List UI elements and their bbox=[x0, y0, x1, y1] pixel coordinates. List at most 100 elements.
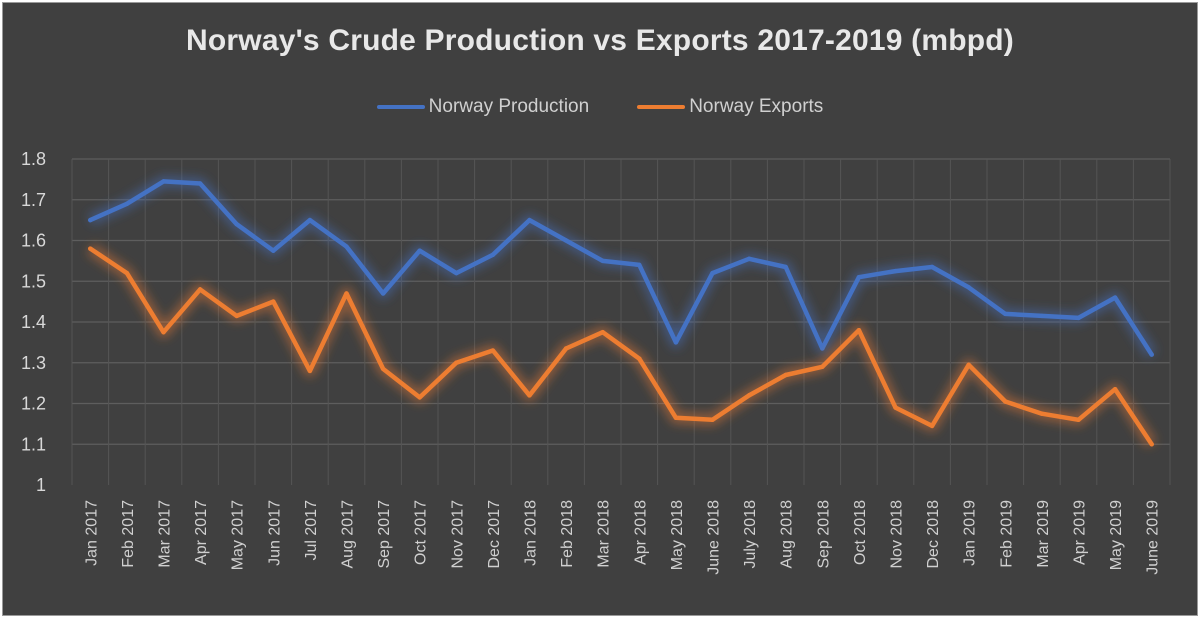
x-tick-label: Nov 2018 bbox=[889, 500, 906, 569]
data-point bbox=[234, 222, 239, 227]
data-point bbox=[929, 264, 935, 270]
data-point bbox=[1149, 352, 1154, 357]
y-tick-label: 1.4 bbox=[21, 312, 46, 332]
data-point bbox=[1003, 311, 1008, 317]
y-tick-label: 1.7 bbox=[21, 190, 46, 210]
data-point bbox=[710, 417, 715, 422]
data-point bbox=[856, 327, 862, 333]
x-tick-label: Mar 2019 bbox=[1035, 500, 1052, 568]
legend-swatch-exports bbox=[637, 105, 686, 109]
x-tick-label: Jan 2018 bbox=[523, 500, 540, 566]
series-line-norway-exports bbox=[88, 246, 1154, 447]
data-point bbox=[417, 395, 422, 400]
data-point bbox=[271, 299, 276, 304]
series-lines bbox=[86, 175, 1157, 448]
data-point bbox=[637, 356, 642, 361]
data-point bbox=[893, 268, 898, 274]
y-tick-label: 1.6 bbox=[21, 231, 46, 251]
x-tick-label: Apr 2019 bbox=[1072, 500, 1089, 565]
data-point bbox=[746, 256, 752, 262]
data-point bbox=[307, 217, 313, 223]
data-point bbox=[88, 217, 93, 223]
data-point bbox=[600, 258, 605, 264]
x-tick-label: Dec 2018 bbox=[925, 500, 942, 569]
data-point bbox=[124, 270, 130, 276]
x-tick-label: Sep 2018 bbox=[815, 500, 832, 569]
data-point bbox=[820, 364, 825, 370]
data-point bbox=[637, 262, 642, 268]
x-tick-label: Feb 2019 bbox=[998, 500, 1015, 568]
data-point bbox=[966, 285, 971, 290]
legend-item-production: Norway Production bbox=[376, 96, 590, 118]
x-tick-label: May 2018 bbox=[669, 500, 686, 570]
data-point bbox=[710, 270, 715, 276]
data-point bbox=[856, 274, 862, 280]
data-point bbox=[344, 244, 349, 249]
data-point bbox=[234, 313, 239, 319]
data-point bbox=[893, 405, 898, 410]
x-tick-label: Nov 2017 bbox=[449, 500, 466, 569]
data-point bbox=[1076, 315, 1081, 321]
legend-swatch-production bbox=[376, 105, 425, 109]
y-tick-label: 1.1 bbox=[21, 434, 46, 454]
x-tick-label: Dec 2017 bbox=[486, 500, 503, 569]
data-point bbox=[1003, 399, 1008, 404]
x-tick-label: Jul 2017 bbox=[303, 500, 320, 561]
x-tick-label: July 2018 bbox=[742, 500, 759, 569]
x-tick-label: Aug 2017 bbox=[340, 500, 357, 569]
series-line-norway-production bbox=[88, 179, 1154, 357]
data-point bbox=[966, 362, 971, 367]
gridlines bbox=[71, 158, 1171, 485]
x-tick-label: June 2019 bbox=[1145, 500, 1162, 575]
data-point bbox=[490, 348, 496, 353]
data-point bbox=[417, 248, 422, 253]
x-tick-label: Jan 2017 bbox=[83, 500, 100, 566]
data-point bbox=[746, 393, 752, 398]
legend: Norway Production Norway Exports bbox=[0, 96, 1200, 118]
x-tick-label: Mar 2017 bbox=[157, 500, 174, 568]
x-tick-label: Sep 2017 bbox=[376, 500, 393, 569]
data-point bbox=[1039, 411, 1045, 416]
data-point bbox=[1112, 295, 1118, 300]
x-tick-label: May 2017 bbox=[230, 500, 247, 570]
x-tick-label: Apr 2018 bbox=[632, 500, 649, 565]
y-tick-label: 1.2 bbox=[21, 394, 46, 414]
data-point bbox=[124, 201, 130, 207]
x-tick-label: June 2018 bbox=[706, 500, 723, 575]
data-point bbox=[161, 329, 166, 335]
data-point bbox=[600, 329, 605, 335]
data-point bbox=[929, 423, 935, 429]
data-point bbox=[454, 270, 459, 276]
y-axis-ticks: 1 1.1 1.2 1.3 1.4 1.5 1.6 1.7 1.8 bbox=[21, 149, 46, 495]
data-point bbox=[783, 372, 788, 378]
data-point bbox=[563, 238, 569, 243]
data-point bbox=[197, 181, 203, 186]
data-point bbox=[344, 291, 349, 296]
x-axis-ticks: Jan 2017 Feb 2017 Mar 2017 Apr 2017 May 2017… bbox=[83, 500, 1161, 575]
y-tick-label: 1.5 bbox=[21, 271, 46, 291]
legend-item-exports: Norway Exports bbox=[637, 96, 823, 118]
legend-label-production: Norway Production bbox=[428, 96, 590, 117]
data-point bbox=[1039, 313, 1045, 319]
y-tick-label: 1.3 bbox=[21, 353, 46, 373]
data-point bbox=[1149, 442, 1154, 447]
y-tick-label: 1.8 bbox=[21, 149, 46, 169]
data-point bbox=[673, 340, 679, 345]
data-point bbox=[783, 264, 788, 270]
legend-label-exports: Norway Exports bbox=[689, 96, 824, 117]
data-point bbox=[673, 415, 679, 420]
data-point bbox=[271, 248, 276, 253]
y-tick-label: 1 bbox=[36, 475, 46, 495]
data-point bbox=[1112, 387, 1118, 392]
data-point bbox=[527, 217, 532, 223]
x-tick-label: Feb 2017 bbox=[120, 500, 137, 568]
data-point bbox=[820, 346, 825, 351]
x-tick-label: Apr 2017 bbox=[193, 500, 210, 565]
x-tick-label: Jun 2017 bbox=[266, 500, 283, 566]
data-point bbox=[563, 346, 569, 351]
x-tick-label: Mar 2018 bbox=[596, 500, 613, 568]
data-point bbox=[454, 360, 459, 365]
data-point bbox=[1076, 417, 1081, 422]
chart-title: Norway's Crude Production vs Exports 201… bbox=[186, 24, 1014, 57]
data-point bbox=[380, 291, 386, 296]
